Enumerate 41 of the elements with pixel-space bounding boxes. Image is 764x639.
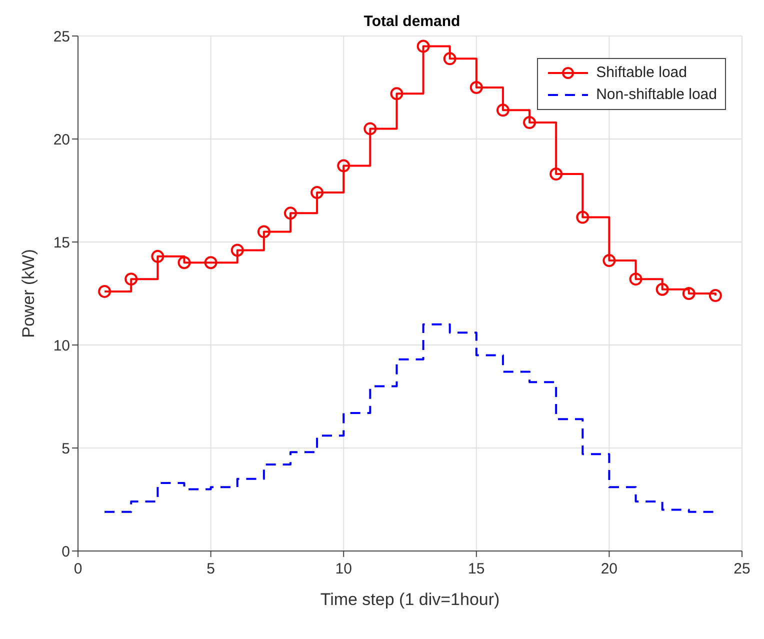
point (337, 159, 350, 172)
point (364, 122, 377, 136)
point (656, 282, 669, 296)
point (470, 81, 483, 94)
y-tick-label: 10 (53, 337, 70, 354)
point (682, 287, 696, 300)
point (576, 210, 590, 224)
point (496, 104, 510, 117)
point (523, 116, 536, 130)
y-axis-title: Power (kW) (19, 249, 38, 338)
point (178, 256, 191, 270)
y-tick-label: 15 (53, 234, 70, 252)
point (257, 225, 270, 238)
point (230, 244, 244, 257)
point (390, 87, 404, 100)
point (602, 254, 616, 268)
legend-label: Shiftable load (596, 63, 687, 83)
point (708, 289, 722, 302)
x-axis-title: Time step (1 div=1hour) (320, 590, 500, 609)
point (204, 256, 218, 270)
legend-label: Non-shiftable load (596, 85, 717, 105)
x-tick-label: 25 (734, 560, 750, 578)
x-tick-label: 20 (600, 560, 618, 578)
point (98, 284, 112, 298)
y-tick-label: 25 (53, 28, 70, 46)
point (310, 186, 324, 200)
point (124, 272, 138, 286)
y-tick-label: 0 (62, 543, 70, 560)
point (151, 250, 164, 263)
chart-title: Total demand (364, 13, 460, 30)
y-tick-label: 5 (62, 440, 70, 458)
point (629, 272, 642, 286)
point (416, 40, 430, 53)
x-tick-label: 15 (468, 560, 485, 578)
x-tick-label: 0 (74, 560, 82, 578)
y-tick-label: 20 (53, 131, 70, 148)
point (550, 168, 563, 181)
x-tick-label: 10 (335, 560, 352, 578)
point (443, 52, 456, 66)
point (284, 206, 297, 220)
x-tick-label: 5 (206, 560, 215, 578)
